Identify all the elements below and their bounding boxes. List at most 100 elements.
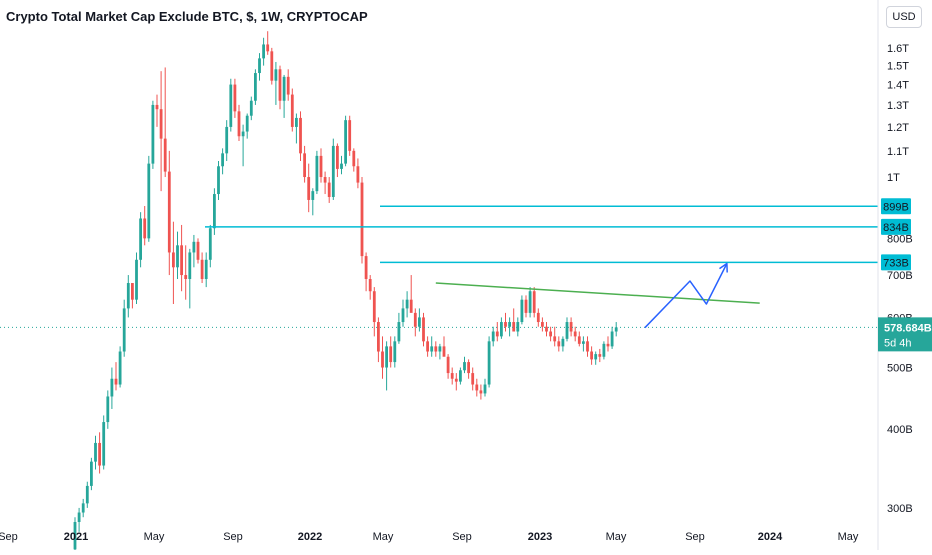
candle-body [516,322,520,332]
candle-body [536,312,540,323]
candle [270,47,274,85]
candle-body [598,354,602,357]
candle-body [262,44,265,59]
candle-body [586,341,589,352]
candle-body [274,69,278,81]
candle [241,124,245,167]
price-level-label-bg [881,218,911,235]
candle [590,346,593,365]
candle-body [467,362,470,374]
candle [245,113,249,139]
candle-body [463,362,466,371]
candle-body [139,218,142,260]
time-tick-label: Sep [0,531,18,543]
candle-body [249,100,253,116]
current-price-label: 578.684B 5d 4h [878,317,932,352]
candle [274,61,278,105]
candle [331,138,335,200]
candle [118,346,122,388]
price-tick-label: 1T [887,172,900,184]
candle-body [200,259,204,280]
candle [77,507,81,532]
candle-body [258,58,261,74]
candle-body [364,256,368,280]
candle [483,378,487,397]
candle [295,113,298,144]
candle-body [565,322,569,339]
candle [225,120,229,162]
candle [524,295,528,318]
candle [90,457,93,491]
candle-body [155,104,159,110]
candle-body [81,503,85,513]
candle-body [327,182,331,197]
candle [598,348,602,363]
candle-body [508,322,511,327]
candle [487,336,491,388]
candle-body [377,322,380,352]
current-price-value: 578.684B [884,322,932,334]
candle [450,367,454,385]
candle-body [126,283,130,309]
candle [561,336,565,352]
price-level-label-text: 733B [883,257,909,269]
time-tick-label: Sep [685,531,705,543]
candle [495,322,499,342]
candle-body [303,153,306,178]
price-level-label-text: 834B [883,222,909,234]
candle [582,336,585,352]
candle-body [561,338,565,347]
candle-body [471,373,475,385]
candle [418,308,421,332]
candle-body [225,126,229,154]
candle [352,148,356,172]
candle-body [188,252,192,280]
candle-body [295,117,298,127]
candle-body [147,163,151,239]
price-tick-label: 1.3T [887,100,909,112]
candle [348,115,352,156]
candle-body [512,322,516,332]
candle [139,212,142,268]
candle [303,145,306,183]
candle-body [610,331,614,347]
candle [397,312,401,344]
candle [512,308,516,332]
candle-body [290,94,294,127]
candle [94,435,97,470]
candle [479,384,483,400]
price-tick-label: 1.5T [887,61,909,73]
price-level-label: 899B [881,198,911,215]
candle [340,155,343,175]
candle-body [180,245,183,276]
candle-body [192,241,196,253]
candle [381,336,384,379]
currency-button[interactable]: USD [886,6,922,28]
candle [254,69,257,105]
candle [491,326,495,347]
candle [532,287,536,318]
candle-body [459,370,462,382]
price-tick-label: 300B [887,503,913,515]
time-axis[interactable]: Sep 2021 May Sep 2022 May Sep 2023 May Sep 2024 May [0,531,859,543]
candle [147,155,151,242]
candle-body [98,442,101,466]
candle [385,341,388,391]
candle-body [307,177,311,200]
candle-body [426,341,429,352]
price-axis[interactable]: 300B400B500B600B700B800B1T1.1T1.2T1.3T1.… [877,0,932,550]
candle-body [487,341,491,385]
candle [286,69,290,101]
candle-body [94,442,97,462]
price-tick-label: 400B [887,424,913,436]
candle [188,248,192,309]
candle-body [356,166,360,183]
candle-body [319,155,323,178]
candle-body [602,343,606,357]
candle-body [594,354,598,360]
candle [180,224,183,292]
candle-body [221,153,224,167]
candle [434,341,438,357]
candle [98,432,101,474]
